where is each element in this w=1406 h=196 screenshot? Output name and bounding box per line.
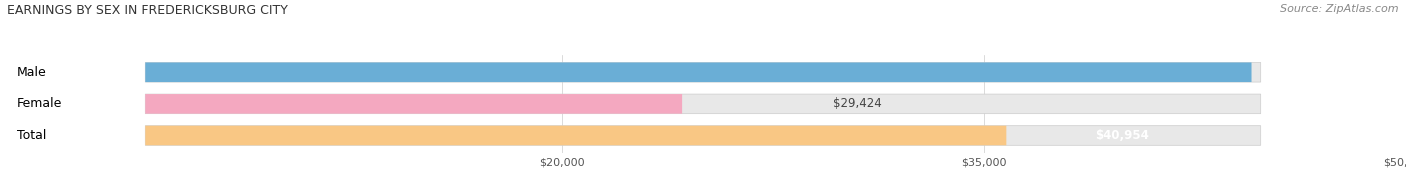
Text: Male: Male xyxy=(17,66,46,79)
FancyBboxPatch shape xyxy=(145,126,1007,145)
FancyBboxPatch shape xyxy=(145,94,682,114)
Text: Total: Total xyxy=(17,129,46,142)
FancyBboxPatch shape xyxy=(145,63,1251,82)
Text: $40,954: $40,954 xyxy=(1095,129,1149,142)
Text: $29,424: $29,424 xyxy=(832,97,882,110)
Text: $49,673: $49,673 xyxy=(1340,66,1393,79)
Text: Female: Female xyxy=(17,97,62,110)
Text: EARNINGS BY SEX IN FREDERICKSBURG CITY: EARNINGS BY SEX IN FREDERICKSBURG CITY xyxy=(7,4,288,17)
FancyBboxPatch shape xyxy=(145,126,1261,145)
FancyBboxPatch shape xyxy=(145,94,1261,114)
Text: Source: ZipAtlas.com: Source: ZipAtlas.com xyxy=(1281,4,1399,14)
FancyBboxPatch shape xyxy=(145,63,1261,82)
